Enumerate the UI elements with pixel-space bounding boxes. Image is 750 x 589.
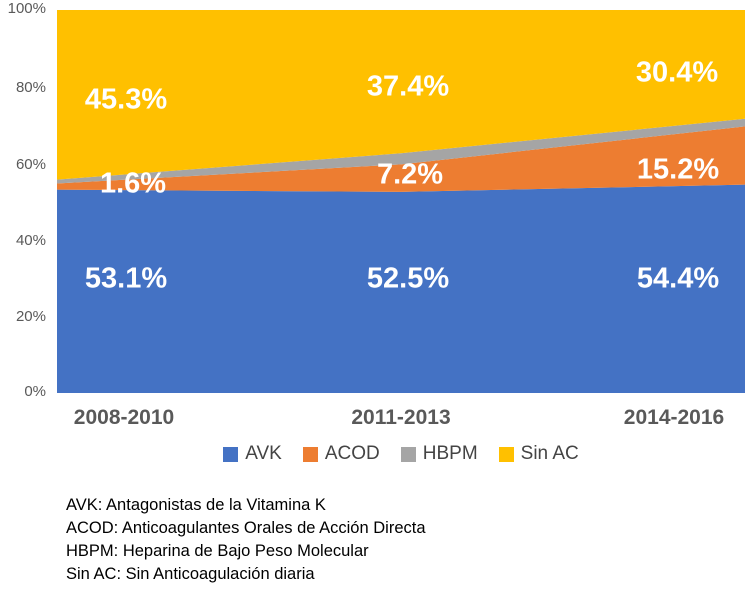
legend-swatch-sinac-icon	[498, 446, 514, 462]
legend-item-hbpm: HBPM	[400, 443, 478, 465]
footnotes: AVK: Antagonistas de la Vitamina K ACOD:…	[66, 494, 426, 586]
y-tick-60: 60%	[15, 156, 46, 173]
data-label-acod-2014: 15.2%	[636, 153, 720, 186]
series-area-acod	[57, 126, 745, 192]
plot-area	[57, 10, 745, 393]
data-label-sinac-2011: 37.4%	[366, 70, 450, 103]
y-tick-40: 40%	[15, 232, 46, 249]
legend-item-acod: ACOD	[302, 443, 380, 465]
data-label-sinac-2008: 45.3%	[84, 83, 168, 116]
legend-swatch-acod-icon	[302, 446, 318, 462]
legend-swatch-avk-icon	[223, 446, 239, 462]
footnote-sinac: Sin AC: Sin Anticoagulación diaria	[66, 565, 315, 583]
data-label-avk-2011: 52.5%	[366, 262, 450, 295]
series-area-hbpm	[57, 118, 745, 184]
y-tick-100: 100%	[7, 0, 46, 17]
legend-label-avk: AVK	[245, 443, 282, 464]
x-tick-2008-2010: 2008-2010	[73, 406, 175, 429]
legend-item-sinac: Sin AC	[498, 443, 579, 465]
y-tick-80: 80%	[15, 79, 46, 96]
data-label-avk-2014: 54.4%	[636, 262, 720, 295]
legend-label-sinac: Sin AC	[520, 443, 579, 464]
data-label-sinac-2014: 30.4%	[635, 56, 719, 89]
footnote-hbpm: HBPM: Heparina de Bajo Peso Molecular	[66, 542, 369, 560]
data-label-avk-2008: 53.1%	[84, 262, 168, 295]
x-tick-2011-2013: 2011-2013	[351, 406, 451, 429]
data-label-acod-2008: 1.6%	[99, 167, 167, 200]
footnote-acod: ACOD: Anticoagulantes Orales de Acción D…	[66, 519, 426, 537]
series-area-sin-ac	[57, 10, 745, 180]
y-tick-20: 20%	[15, 308, 46, 325]
y-tick-0: 0%	[24, 383, 46, 400]
x-tick-2014-2016: 2014-2016	[623, 406, 725, 429]
legend: AVK ACOD HBPM Sin AC	[57, 443, 745, 465]
series-area-avk	[57, 184, 745, 393]
legend-label-acod: ACOD	[324, 443, 380, 464]
data-label-acod-2011: 7.2%	[376, 158, 444, 191]
legend-label-hbpm: HBPM	[422, 443, 478, 464]
legend-item-avk: AVK	[223, 443, 282, 465]
legend-swatch-hbpm-icon	[400, 446, 416, 462]
y-axis: 100% 80% 60% 40% 20% 0%	[0, 0, 46, 400]
footnote-avk: AVK: Antagonistas de la Vitamina K	[66, 496, 326, 514]
